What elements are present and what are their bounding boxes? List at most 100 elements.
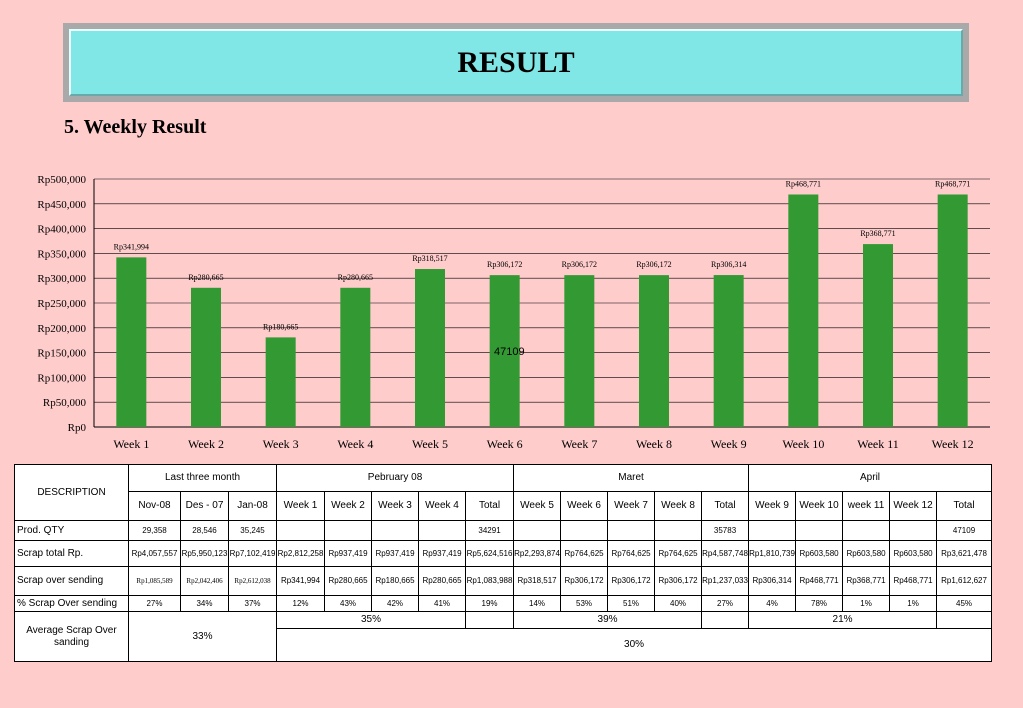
table-cell: Rp603,580 (842, 540, 891, 567)
column-header: Total (936, 491, 993, 521)
row-scrap-total: Scrap total Rp. Rp4,057,557 Rp5,950,123 Rp7… (14, 540, 993, 567)
y-tick-label: Rp100,000 (37, 372, 86, 384)
column-header: Total (465, 491, 515, 521)
table-cell: 19% (465, 595, 515, 612)
bar (713, 275, 744, 427)
table-cell: Rp280,665 (324, 566, 373, 596)
column-header: week 11 (842, 491, 891, 521)
table-cell: Rp2,812,258 (276, 540, 326, 567)
table-cell: Rp3,621,478 (936, 540, 993, 567)
table-cell: 43% (324, 595, 373, 612)
table-cell: 40% (654, 595, 703, 612)
data-label: Rp306,172 (562, 260, 597, 269)
bar (788, 194, 819, 427)
table-cell: 35783 (701, 520, 750, 541)
x-tick-label: Week 11 (857, 437, 899, 451)
bar (564, 275, 595, 427)
page-title: RESULT (457, 45, 575, 79)
row-prod-qty: Prod. QTY 29,358 28,546 35,245 34291 35783 471… (14, 520, 993, 541)
table-cell: 41% (418, 595, 467, 612)
column-header: Nov-08 (128, 491, 181, 521)
x-tick-label: Week 1 (113, 437, 149, 451)
column-header: Week 7 (607, 491, 656, 521)
data-label: Rp368,771 (860, 229, 895, 238)
bar (415, 269, 445, 427)
average-february: 35% (276, 611, 467, 629)
bar (863, 244, 893, 427)
column-header: Week 8 (654, 491, 703, 521)
table-cell: Rp603,580 (795, 540, 844, 567)
table-cell: Rp4,587,748 (701, 540, 750, 567)
row-label: Prod. QTY (14, 520, 129, 541)
x-tick-label: Week 12 (932, 437, 974, 451)
row-label: % Scrap Over sending (14, 595, 129, 612)
row-scrap-over-sending: Scrap over sending Rp1,085,589 Rp2,042,406… (14, 566, 993, 596)
table-cell: Rp764,625 (654, 540, 703, 567)
data-label: Rp318,517 (412, 254, 447, 263)
table-cell: Rp468,771 (889, 566, 938, 596)
table-cell: 1% (889, 595, 938, 612)
table-cell (842, 520, 891, 541)
bar (116, 257, 147, 427)
table-cell: Rp937,419 (371, 540, 420, 567)
x-tick-label: Week 5 (412, 437, 448, 451)
table-cell: Rp603,580 (889, 540, 938, 567)
data-label: Rp306,172 (636, 260, 671, 269)
title-banner-inner: RESULT (69, 29, 963, 96)
column-header: Week 5 (513, 491, 562, 521)
data-label: Rp468,771 (786, 179, 821, 188)
table-cell: Rp937,419 (418, 540, 467, 567)
column-header: Des - 07 (180, 491, 229, 521)
data-label: Rp306,172 (487, 260, 522, 269)
table-cell (654, 520, 703, 541)
x-tick-label: Week 10 (782, 437, 824, 451)
column-header: Week 2 (324, 491, 373, 521)
table-cell: Rp280,665 (418, 566, 467, 596)
data-label: Rp280,665 (338, 273, 373, 282)
x-tick-label: Week 2 (188, 437, 224, 451)
table-cell: 34291 (465, 520, 515, 541)
row-label: Scrap over sending (14, 566, 129, 596)
y-tick-label: Rp500,000 (37, 174, 86, 186)
table-cell: Rp5,624,516 (465, 540, 515, 567)
table-cell (795, 520, 844, 541)
x-tick-label: Week 4 (337, 437, 373, 451)
table-cell: 45% (936, 595, 993, 612)
bar (489, 275, 520, 427)
table-cell: 37% (227, 595, 278, 612)
column-header: Week 10 (795, 491, 844, 521)
average-april: 21% (748, 611, 938, 629)
table-cell: Rp306,172 (654, 566, 703, 596)
group-february: Pebruary 08 (276, 464, 515, 492)
table-cell: Rp937,419 (324, 540, 373, 567)
column-header: Week 9 (748, 491, 797, 521)
table-cell: Rp2,042,406 (180, 566, 229, 596)
table-cell: Rp7,102,419 (227, 540, 278, 567)
y-tick-label: Rp200,000 (37, 323, 86, 335)
x-tick-label: Week 3 (263, 437, 299, 451)
table-cell: 42% (371, 595, 420, 612)
table-cell: Rp1,810,739 (748, 540, 797, 567)
table-cell: 53% (560, 595, 609, 612)
table-cell (748, 520, 797, 541)
column-header: Week 6 (560, 491, 609, 521)
table-cell: Rp180,665 (371, 566, 420, 596)
table-cell (889, 520, 938, 541)
table-cell: Rp2,612,038 (227, 566, 278, 596)
average-february-blank (465, 611, 515, 629)
group-last-three-month: Last three month (127, 464, 278, 492)
table-cell: 4% (748, 595, 797, 612)
data-label: Rp180,665 (263, 322, 298, 331)
results-table: DESCRIPTION Last three month Pebruary 08… (14, 464, 993, 662)
table-cell (513, 520, 562, 541)
table-cell: 47109 (936, 520, 993, 541)
y-tick-label: Rp300,000 (37, 273, 86, 285)
table-cell: Rp5,950,123 (180, 540, 229, 567)
average-march-blank (701, 611, 750, 629)
table-cell (560, 520, 609, 541)
table-cell: 1% (842, 595, 891, 612)
bar (340, 287, 371, 427)
column-header: Week 3 (371, 491, 420, 521)
chart-annotation: 47109 (494, 346, 525, 358)
y-tick-label: Rp0 (68, 422, 87, 434)
